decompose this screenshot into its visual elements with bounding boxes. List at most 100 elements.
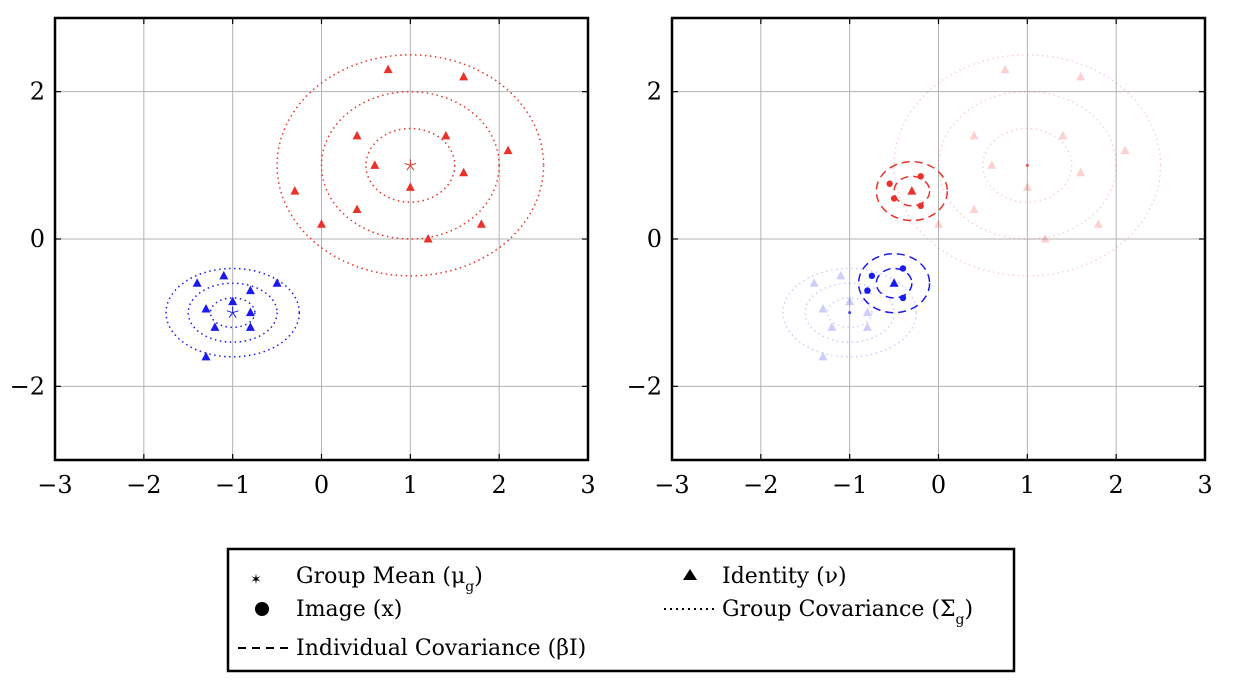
blue-identity-point bbox=[818, 303, 828, 313]
red-identity-point bbox=[423, 234, 433, 243]
blue-identity-point bbox=[245, 285, 255, 295]
red-identity-point bbox=[969, 204, 979, 214]
x-tick-label: −2 bbox=[126, 471, 161, 499]
red-group-covariance-ellipse bbox=[982, 127, 1073, 203]
blue-image-point bbox=[899, 265, 907, 272]
x-tick-label: −3 bbox=[37, 471, 72, 499]
axes-frame bbox=[670, 16, 1207, 462]
y-tick-label: −2 bbox=[627, 372, 662, 400]
blue-identity-point bbox=[228, 296, 238, 306]
blue-identity-point bbox=[192, 278, 202, 287]
red-identity-point bbox=[290, 186, 300, 195]
legend-star-marker: ✶ bbox=[250, 572, 262, 588]
red-identity-point bbox=[1000, 64, 1010, 74]
red-identity-point bbox=[987, 160, 997, 169]
red-image-point bbox=[886, 180, 893, 187]
blue-group-covariance-ellipse bbox=[782, 267, 918, 358]
blue-group-mean bbox=[226, 306, 239, 318]
red-group-mean bbox=[404, 159, 417, 171]
red-group-covariance-ellipse bbox=[937, 90, 1117, 240]
red-identity-point bbox=[405, 182, 415, 191]
red-group-covariance-ellipse bbox=[276, 54, 545, 277]
blue-identity-point bbox=[836, 270, 846, 280]
x-tick-label: 1 bbox=[1020, 471, 1035, 499]
red-identity-point bbox=[934, 219, 943, 228]
x-tick-label: 1 bbox=[403, 471, 418, 499]
red-image-point bbox=[917, 202, 924, 210]
red-identity-point bbox=[383, 64, 393, 74]
red-identity-point bbox=[907, 186, 917, 195]
red-identity-point bbox=[459, 167, 469, 177]
red-identity-point bbox=[370, 160, 380, 169]
blue-identity-point bbox=[827, 322, 837, 331]
red-group-mean bbox=[1025, 163, 1029, 167]
x-tick-label: 2 bbox=[492, 471, 507, 499]
legend: ✶ Group Mean (μg) Identity (ν) Image (x)… bbox=[226, 547, 1016, 673]
legend-label-image: Image (x) bbox=[296, 597, 402, 622]
red-image-point bbox=[917, 173, 924, 180]
red-identity-point bbox=[1022, 182, 1032, 191]
blue-group-covariance-ellipse bbox=[187, 282, 278, 343]
red-identity-point bbox=[352, 130, 362, 140]
legend-label-group-mean: Group Mean (μg) bbox=[296, 564, 483, 595]
x-tick-label: 0 bbox=[314, 471, 329, 499]
blue-group-covariance-ellipse bbox=[209, 297, 256, 329]
x-tick-label: 3 bbox=[580, 471, 595, 499]
red-group-covariance-ellipse bbox=[365, 127, 456, 203]
legend-triangle-marker bbox=[683, 569, 697, 580]
red-identity-point bbox=[317, 219, 326, 228]
blue-image-point bbox=[868, 272, 876, 280]
blue-identity-point bbox=[862, 322, 872, 331]
legend-label-individual-covariance: Individual Covariance (βI) bbox=[296, 636, 586, 661]
legend-circle-marker bbox=[255, 602, 269, 616]
red-identity-point bbox=[503, 145, 513, 155]
left-panel-chart: −3 −2 −1 0 1 2 3 −2 0 2 bbox=[10, 16, 596, 499]
red-identity-point bbox=[352, 204, 362, 214]
y-tick-label: 0 bbox=[30, 225, 45, 253]
red-identity-point bbox=[969, 130, 979, 140]
blue-identity-point bbox=[245, 307, 255, 317]
red-image-point bbox=[890, 195, 898, 202]
red-identity-point bbox=[1040, 234, 1050, 243]
red-identity-point bbox=[476, 219, 486, 228]
y-tick-label: 2 bbox=[30, 78, 45, 106]
red-identity-point bbox=[441, 130, 451, 140]
y-tick-label: 0 bbox=[647, 225, 662, 253]
blue-group-covariance-ellipse bbox=[165, 267, 301, 358]
x-tick-label: −1 bbox=[832, 471, 867, 499]
red-identity-point bbox=[1058, 130, 1068, 140]
y-tick-label: 2 bbox=[647, 78, 662, 106]
red-individual-covariance-ellipse bbox=[893, 175, 931, 207]
legend-label-identity: Identity (ν) bbox=[722, 564, 847, 589]
x-tick-label: 3 bbox=[1197, 471, 1212, 499]
x-tick-label: −3 bbox=[654, 471, 689, 499]
red-group-covariance-ellipse bbox=[320, 90, 500, 240]
blue-group-covariance-ellipse bbox=[804, 282, 895, 343]
blue-image-point bbox=[864, 287, 871, 294]
red-identity-point bbox=[1120, 145, 1130, 155]
x-tick-label: −2 bbox=[743, 471, 778, 499]
legend-label-group-covariance: Group Covariance (Σg) bbox=[722, 597, 973, 628]
blue-image-point bbox=[899, 294, 907, 302]
red-identity-point bbox=[459, 71, 469, 81]
red-identity-point bbox=[1093, 219, 1103, 228]
blue-identity-point bbox=[889, 278, 899, 287]
red-group-covariance-ellipse bbox=[893, 54, 1162, 277]
red-identity-point bbox=[1076, 71, 1086, 81]
blue-group-mean bbox=[848, 311, 852, 315]
blue-identity-point bbox=[201, 303, 211, 313]
blue-identity-point bbox=[809, 278, 819, 287]
red-individual-covariance-ellipse bbox=[875, 160, 949, 222]
blue-group-covariance-ellipse bbox=[826, 297, 873, 329]
blue-identity-point bbox=[219, 270, 229, 280]
blue-identity-point bbox=[210, 322, 220, 331]
x-tick-label: 2 bbox=[1109, 471, 1124, 499]
legend-frame bbox=[226, 547, 1016, 673]
axes-frame bbox=[53, 16, 590, 462]
blue-identity-point bbox=[245, 322, 255, 331]
y-tick-label: −2 bbox=[10, 372, 45, 400]
x-tick-label: 0 bbox=[931, 471, 946, 499]
blue-individual-covariance-ellipse bbox=[875, 267, 913, 299]
blue-identity-point bbox=[862, 307, 872, 317]
